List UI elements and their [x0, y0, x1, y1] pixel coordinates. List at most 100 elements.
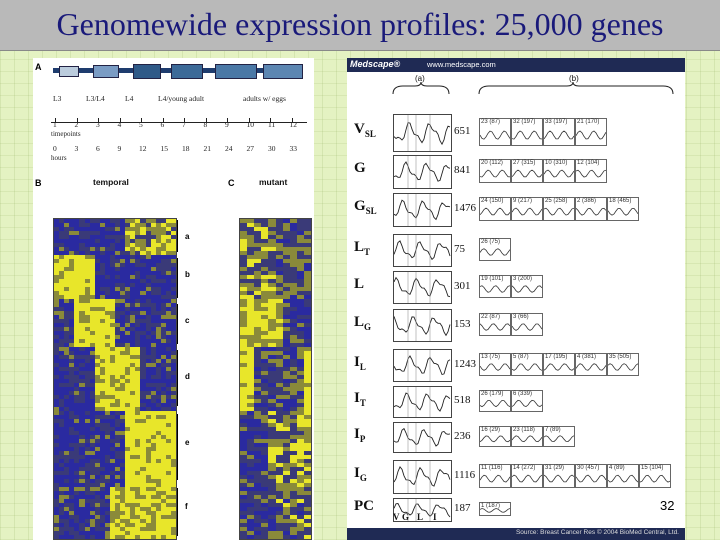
- subcluster-label: 10 (310): [545, 160, 568, 166]
- cluster-f-label: f: [185, 502, 188, 511]
- timepoint-tick: [55, 118, 56, 123]
- subcluster-label: 6 (339): [513, 391, 533, 397]
- subcluster-label: 7 (89): [545, 427, 561, 433]
- hour-number: 33: [289, 144, 298, 153]
- temporal-title: temporal: [93, 177, 129, 187]
- subcluster-plot: 1 (187): [479, 502, 511, 516]
- subcluster-label: 21 (170): [577, 119, 600, 125]
- hour-number: 24: [225, 144, 233, 153]
- subcluster-plot: 12 (104): [575, 159, 607, 183]
- row-profile-plot: [393, 193, 452, 227]
- timepoints-label: timepoints: [51, 130, 81, 138]
- subcluster-plot: 24 (150): [479, 197, 511, 221]
- row-label-main: G: [354, 198, 366, 214]
- subcluster-plot: 26 (75): [479, 238, 511, 261]
- hour-number: 15: [160, 144, 169, 153]
- subcluster-label: 3 (200): [513, 276, 533, 282]
- panel-a-letter: A: [35, 62, 42, 72]
- hour-number: 12: [139, 144, 147, 153]
- cluster-b-label: b: [185, 270, 190, 279]
- subcluster-plot: 27 (315): [511, 159, 543, 183]
- subcluster-label: 15 (104): [641, 465, 664, 471]
- row-label: IP: [354, 426, 365, 444]
- subcluster-label: 13 (75): [481, 354, 501, 360]
- subcluster-label: 4 (381): [577, 354, 597, 360]
- row-label-main: I: [354, 465, 360, 481]
- medscape-url: www.medscape.com: [427, 60, 496, 69]
- timepoint-number: 4: [117, 120, 122, 129]
- hour-number: 27: [246, 144, 255, 153]
- timepoint-number: 10: [246, 120, 255, 129]
- subcluster-label: 16 (29): [481, 427, 501, 433]
- timepoint-tick: [141, 118, 142, 123]
- subcluster-label: 22 (87): [481, 314, 501, 320]
- row-gene-count: 841: [454, 164, 471, 176]
- subcluster-label: 18 (465): [609, 198, 632, 204]
- x-axis-label: I: [433, 512, 437, 522]
- row-profile-plot: [393, 460, 452, 494]
- timepoint-tick: [119, 118, 121, 123]
- subcluster-plot: 30 (457): [575, 464, 607, 488]
- stage-strip: [53, 64, 303, 79]
- timepoint-number: 12: [289, 120, 298, 129]
- cluster-bracket-f: [177, 488, 181, 536]
- row-label-main: I: [354, 353, 360, 370]
- row-label: GSL: [354, 198, 377, 216]
- subcluster-plot: 23 (118): [511, 426, 543, 447]
- column-braces: [392, 82, 674, 95]
- subcluster-plot: 3 (200): [511, 275, 543, 298]
- row-label: IL: [354, 354, 366, 372]
- hour-number: 9: [117, 144, 122, 153]
- timepoint-number: 3: [96, 120, 100, 129]
- subcluster-label: 25 (258): [545, 198, 568, 204]
- cluster-a-label: a: [185, 232, 190, 241]
- row-label-main: PC: [354, 498, 374, 514]
- subcluster-plot: 11 (116): [479, 464, 511, 488]
- row-profile-plot: [393, 309, 452, 342]
- stage-l4-young-adult: L4/young adult: [158, 94, 205, 103]
- subcluster-label: 24 (150): [481, 198, 504, 204]
- column-b-label: (b): [569, 74, 579, 83]
- medscape-figure: Medscape® www.medscape.com (a) (b) VSL 65…: [347, 58, 685, 540]
- row-profile-plot: [393, 114, 452, 152]
- subcluster-label: 20 (112): [481, 160, 503, 166]
- subcluster-plot: 21 (170): [575, 118, 607, 146]
- row-label-main: L: [354, 275, 365, 292]
- row-gene-count: 1116: [454, 469, 476, 481]
- row-label-main: V: [354, 121, 365, 137]
- subcluster-plot: 23 (87): [479, 118, 511, 146]
- subcluster-plot: 6 (339): [511, 390, 543, 412]
- stage-labels: L3 L3/L4 L4 L4/young adult adults w/ egg…: [53, 94, 308, 106]
- row-gene-count: 651: [454, 125, 471, 137]
- cluster-bracket-a: [177, 220, 181, 252]
- subcluster-plot: 20 (112): [479, 159, 511, 183]
- timepoint-number: 5: [139, 120, 143, 129]
- subcluster-label: 9 (217): [513, 198, 533, 204]
- subcluster-label: 23 (118): [513, 427, 535, 433]
- row-label-main: I: [354, 425, 360, 442]
- subcluster-plot: 31 (29): [543, 464, 575, 488]
- timepoint-axis: [51, 122, 307, 123]
- subcluster-plot: 14 (272): [511, 464, 543, 488]
- subcluster-plot: 4 (89): [607, 464, 639, 488]
- subcluster-label: 11 (116): [481, 465, 503, 471]
- timepoint-tick: [98, 118, 99, 123]
- row-label-sub: SL: [365, 206, 377, 216]
- row-label-main: I: [354, 390, 360, 406]
- row-gene-count: 187: [454, 502, 471, 514]
- subcluster-label: 33 (197): [545, 119, 568, 125]
- row-gene-count: 301: [454, 279, 471, 292]
- row-gene-count: 153: [454, 317, 471, 330]
- subcluster-plot: 5 (87): [511, 353, 543, 376]
- subcluster-label: 32 (197): [513, 119, 536, 125]
- subcluster-label: 4 (89): [609, 465, 625, 471]
- subcluster-label: 30 (457): [577, 465, 600, 471]
- row-profile-plot: [393, 155, 452, 189]
- row-profile-plot: [393, 349, 452, 382]
- timepoint-number: 6: [160, 120, 165, 129]
- cluster-bracket-c: [177, 304, 181, 344]
- timepoint-tick: [205, 118, 207, 123]
- timepoint-tick: [184, 118, 185, 123]
- row-label-sub: P: [359, 433, 366, 444]
- subcluster-plot: 26 (179): [479, 390, 511, 412]
